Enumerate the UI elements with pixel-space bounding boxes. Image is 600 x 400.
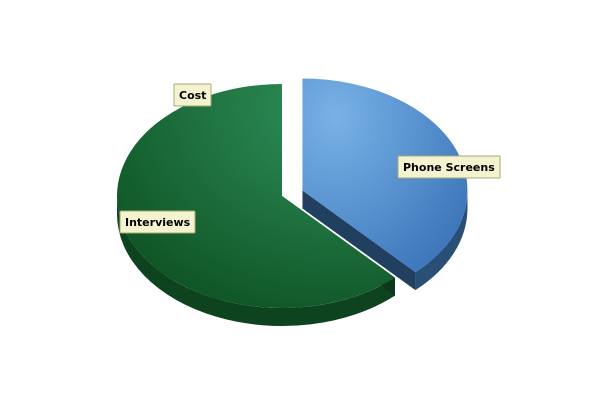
pie-face-phone-screens-end bbox=[302, 190, 416, 291]
label-phone-screens: Phone Screens bbox=[397, 155, 501, 179]
label-box-phone-screens bbox=[397, 155, 501, 179]
label-text-phone-screens: Phone Screens bbox=[403, 161, 495, 174]
pie-rim-phone-screens bbox=[415, 190, 468, 291]
label-box-cost bbox=[173, 83, 212, 107]
label-interviews: Interviews bbox=[119, 210, 196, 234]
pie-tops bbox=[117, 78, 468, 308]
pie-labels: Phone Screens Cost Interviews bbox=[119, 83, 501, 234]
pie-slice-interviews[interactable] bbox=[117, 84, 395, 308]
label-text-cost: Cost bbox=[179, 89, 206, 102]
label-box-interviews bbox=[119, 210, 196, 234]
pie-slice-phone-screens[interactable] bbox=[302, 78, 468, 273]
label-cost: Cost bbox=[173, 83, 212, 107]
label-text-interviews: Interviews bbox=[125, 216, 191, 229]
pie-rim-interviews bbox=[117, 196, 395, 327]
